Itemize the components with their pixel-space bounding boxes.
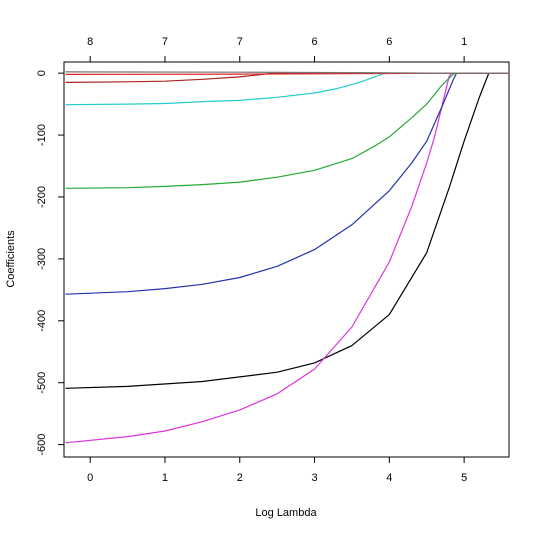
bottom-axis: 0 1 2 3 4 5	[87, 456, 467, 484]
top-tick-label: 8	[87, 36, 93, 48]
top-tick-label: 6	[386, 36, 392, 48]
series-line	[65, 72, 509, 189]
x-tick-label: 0	[87, 472, 93, 484]
y-tick-label: -300	[36, 248, 48, 270]
series-line	[65, 71, 509, 74]
y-tick-label: -200	[36, 186, 48, 208]
x-tick-label: 1	[162, 472, 168, 484]
y-tick-label: -600	[36, 434, 48, 456]
plot-frame	[63, 61, 510, 458]
top-tick-label: 1	[461, 36, 467, 48]
x-axis-title: Log Lambda	[255, 507, 317, 519]
y-tick-label: -500	[36, 372, 48, 394]
x-tick-label: 5	[461, 472, 467, 484]
top-axis: 8 7 7 6 6 1	[87, 36, 467, 63]
x-tick-label: 2	[237, 472, 243, 484]
series-layer	[65, 71, 509, 444]
y-tick-label: -100	[36, 124, 48, 146]
series-line	[65, 72, 509, 83]
series-line	[65, 72, 509, 444]
series-line	[65, 72, 509, 106]
top-tick-label: 6	[311, 36, 317, 48]
series-line	[65, 72, 509, 295]
top-tick-label: 7	[237, 36, 243, 48]
y-tick-label: 0	[36, 70, 48, 76]
series-line	[65, 72, 509, 389]
y-axis-title: Coefficients	[5, 230, 17, 288]
top-tick-label: 7	[162, 36, 168, 48]
x-tick-label: 3	[311, 472, 317, 484]
left-axis: 0 -100 -200 -300 -400 -500 -600	[36, 70, 65, 456]
y-tick-label: -400	[36, 310, 48, 332]
x-tick-label: 4	[386, 472, 392, 484]
